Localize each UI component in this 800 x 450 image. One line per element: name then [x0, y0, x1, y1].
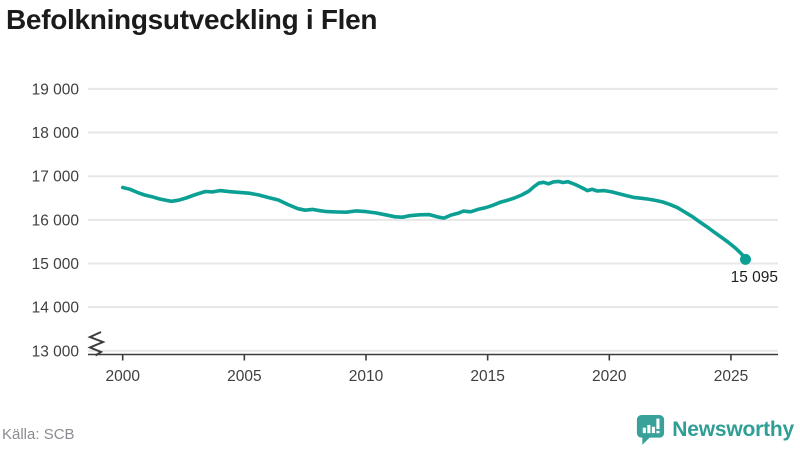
chart-title: Befolkningsutveckling i Flen: [6, 4, 378, 35]
latest-value-dot: [740, 253, 751, 265]
newsworthy-logo-icon: [637, 415, 665, 445]
y-tick-label: 18 000: [32, 125, 80, 142]
x-tick-label: 2015: [470, 368, 504, 385]
x-tick-label: 2010: [349, 368, 384, 385]
x-tick-label: 2000: [105, 368, 140, 385]
y-axis-tick-labels: 19 000 18 000 17 000 16 000 15 000 14 000 13 0…: [32, 81, 80, 360]
x-tick-label: 2020: [592, 368, 627, 385]
source-label: Källa: SCB: [2, 426, 75, 443]
axis-break-icon: [87, 331, 106, 357]
x-tick-label: 2025: [714, 368, 748, 385]
x-tick-label: 2005: [227, 368, 261, 385]
x-axis: 2000 2005 2010 2015 2020 2025: [88, 353, 778, 385]
newsworthy-logo: Newsworthy: [636, 414, 794, 445]
y-tick-label: 16 000: [32, 212, 80, 229]
y-tick-label: 14 000: [32, 300, 80, 317]
y-tick-label: 17 000: [32, 169, 80, 186]
latest-value-label: 15 095: [731, 269, 778, 286]
newsworthy-wordmark: Newsworthy: [672, 417, 794, 441]
speech-bubble-shape: [637, 415, 665, 445]
y-tick-label: 13 000: [32, 343, 80, 360]
gridlines: [88, 87, 778, 352]
y-tick-label: 15 000: [32, 256, 80, 273]
population-line: [120, 179, 748, 262]
bar-chart-icon: [643, 418, 660, 434]
y-tick-label: 19 000: [32, 81, 80, 98]
